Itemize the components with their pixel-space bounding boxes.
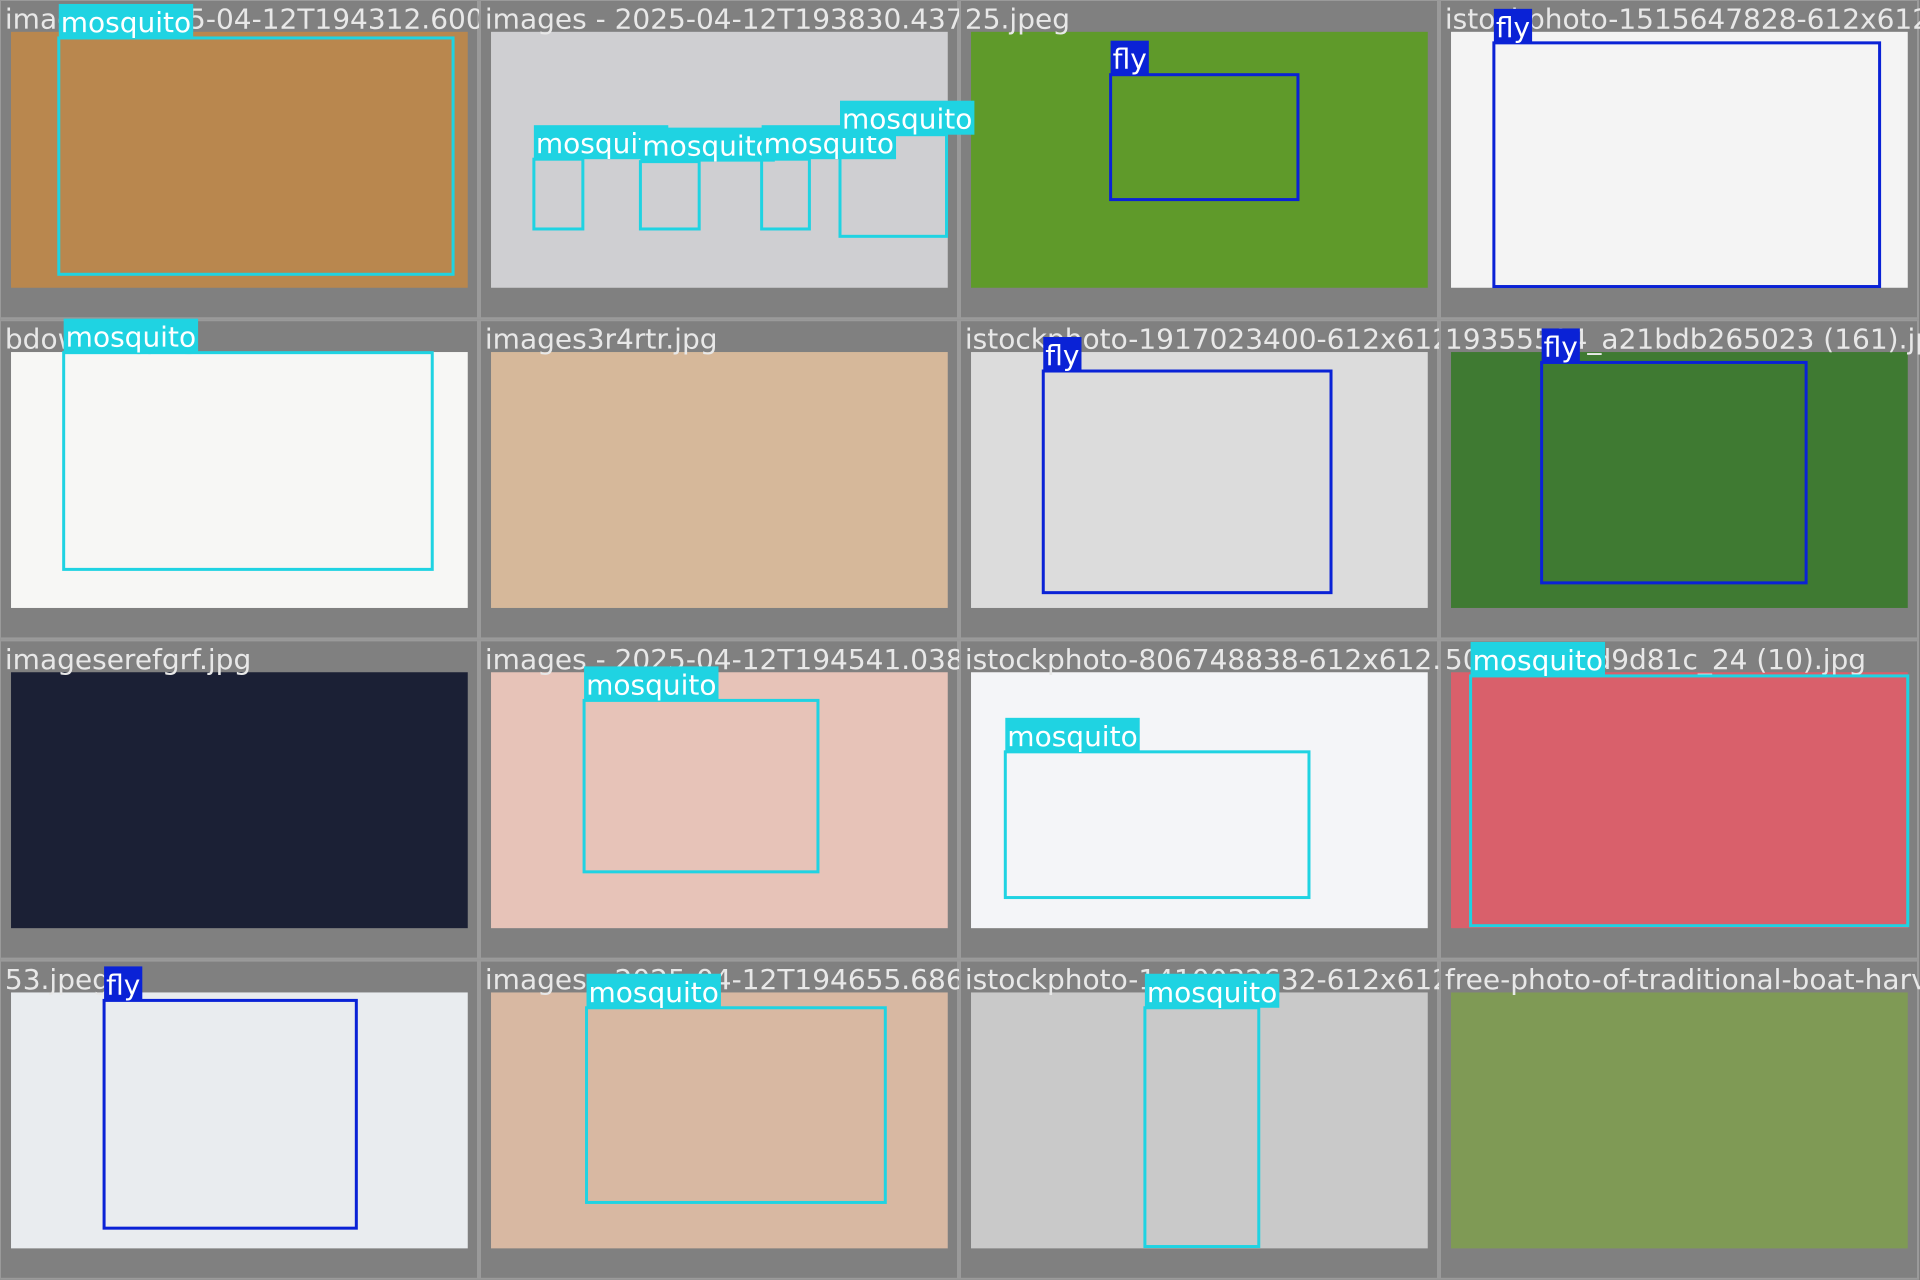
filename: images - 2025-04-12T193830.437.jpeg (485, 2, 1033, 35)
image (971, 992, 1428, 1249)
detection-label: fly (1496, 11, 1530, 44)
label-background (1005, 717, 1140, 752)
detection-label: mosquito (61, 6, 191, 39)
detection-box (1540, 360, 1808, 585)
image (1451, 352, 1908, 608)
tile: istockphoto-1917023400-612x612.jpg (959, 319, 1502, 640)
image (11, 992, 468, 1249)
detection-box (1492, 41, 1882, 289)
tile: 5038_30f8d9d81c_24 (10).jpg (1439, 639, 1919, 960)
image (491, 352, 948, 608)
label-background (1144, 973, 1280, 1008)
tile: 25.jpeg (959, 0, 1439, 320)
label-background (1043, 337, 1082, 372)
filename: 19355504_a21bdb265023 (161).jpg (1445, 323, 1920, 356)
image (491, 672, 948, 929)
image (491, 992, 948, 1249)
tile: istockphoto-1410032632-612x612.jpg (959, 959, 1502, 1280)
label-background (1110, 40, 1149, 75)
filename: free-photo-of-traditional-boat-harvest.j… (1445, 963, 1920, 996)
label-background (840, 100, 975, 135)
label-background (584, 666, 719, 701)
detection-box (585, 1006, 887, 1204)
detection-label: fly (1544, 330, 1578, 363)
detection-label: mosquito (66, 321, 196, 354)
detection-box (1003, 750, 1311, 900)
label-background (63, 318, 199, 353)
detection-box (1469, 674, 1910, 928)
filename: istockphoto-806748838-612x612.jpg (965, 643, 1485, 676)
tile: images - 2025-04-12T194312.600.jpeg (0, 0, 553, 320)
detection-box (62, 351, 434, 571)
detection-box (102, 998, 358, 1230)
detection-box (1109, 73, 1300, 202)
tile: 53.jpeg (0, 959, 479, 1280)
detection-label: mosquito (642, 130, 772, 163)
label-background (1470, 641, 1606, 676)
image (971, 672, 1428, 929)
image (1451, 672, 1908, 929)
tile: images - 2025-04-12T194541.038.jpeg (479, 639, 1033, 960)
label-background (104, 966, 143, 1001)
detection-label: mosquito (589, 976, 719, 1009)
tile: 19355504_a21bdb265023 (161).jpg (1439, 319, 1920, 640)
filename: 25.jpeg (965, 2, 1070, 35)
tile: istockphoto-1515647828-612x612.jpg (1439, 0, 1920, 320)
filename: images - 2025-04-12T194655.686.jpeg (485, 963, 1033, 996)
detection-label: fly (1045, 339, 1079, 372)
detection-label: mosquito (1473, 644, 1603, 677)
filename: imageserefgrf.jpg (5, 643, 251, 676)
label-background (1493, 8, 1533, 43)
detection-box (1041, 369, 1333, 595)
image (1451, 31, 1908, 288)
label-background (1541, 328, 1580, 363)
tile: free-photo-of-traditional-boat-harvest.j… (1439, 959, 1920, 1280)
tile: bdow (1).jpeg (0, 319, 479, 640)
image (11, 672, 468, 929)
detection-label: mosquito (1147, 976, 1277, 1009)
image (11, 31, 468, 288)
tile: imageserefgrf.jpg (0, 639, 479, 960)
tile: images3r4rtr.jpg (479, 319, 959, 640)
label-background (640, 127, 775, 162)
detection-label: mosquito (842, 103, 972, 136)
image (11, 352, 468, 608)
detection-box (57, 36, 455, 276)
filename: images - 2025-04-12T194541.038.jpeg (485, 643, 1033, 676)
image (1451, 992, 1908, 1249)
tile: images - 2025-04-12T194655.686.jpeg (479, 959, 1033, 1280)
label-background (58, 3, 194, 38)
filename: images3r4rtr.jpg (485, 323, 718, 356)
filename: 53.jpeg (5, 963, 110, 996)
image (971, 31, 1428, 288)
tile: istockphoto-806748838-612x612.jpg (959, 639, 1485, 960)
detection-label: mosquito (1007, 720, 1137, 753)
image (971, 352, 1428, 608)
detection-label: mosquito (586, 668, 716, 701)
detection-label: fly (1113, 43, 1147, 76)
detection-label: fly (106, 968, 140, 1001)
label-background (586, 973, 721, 1008)
